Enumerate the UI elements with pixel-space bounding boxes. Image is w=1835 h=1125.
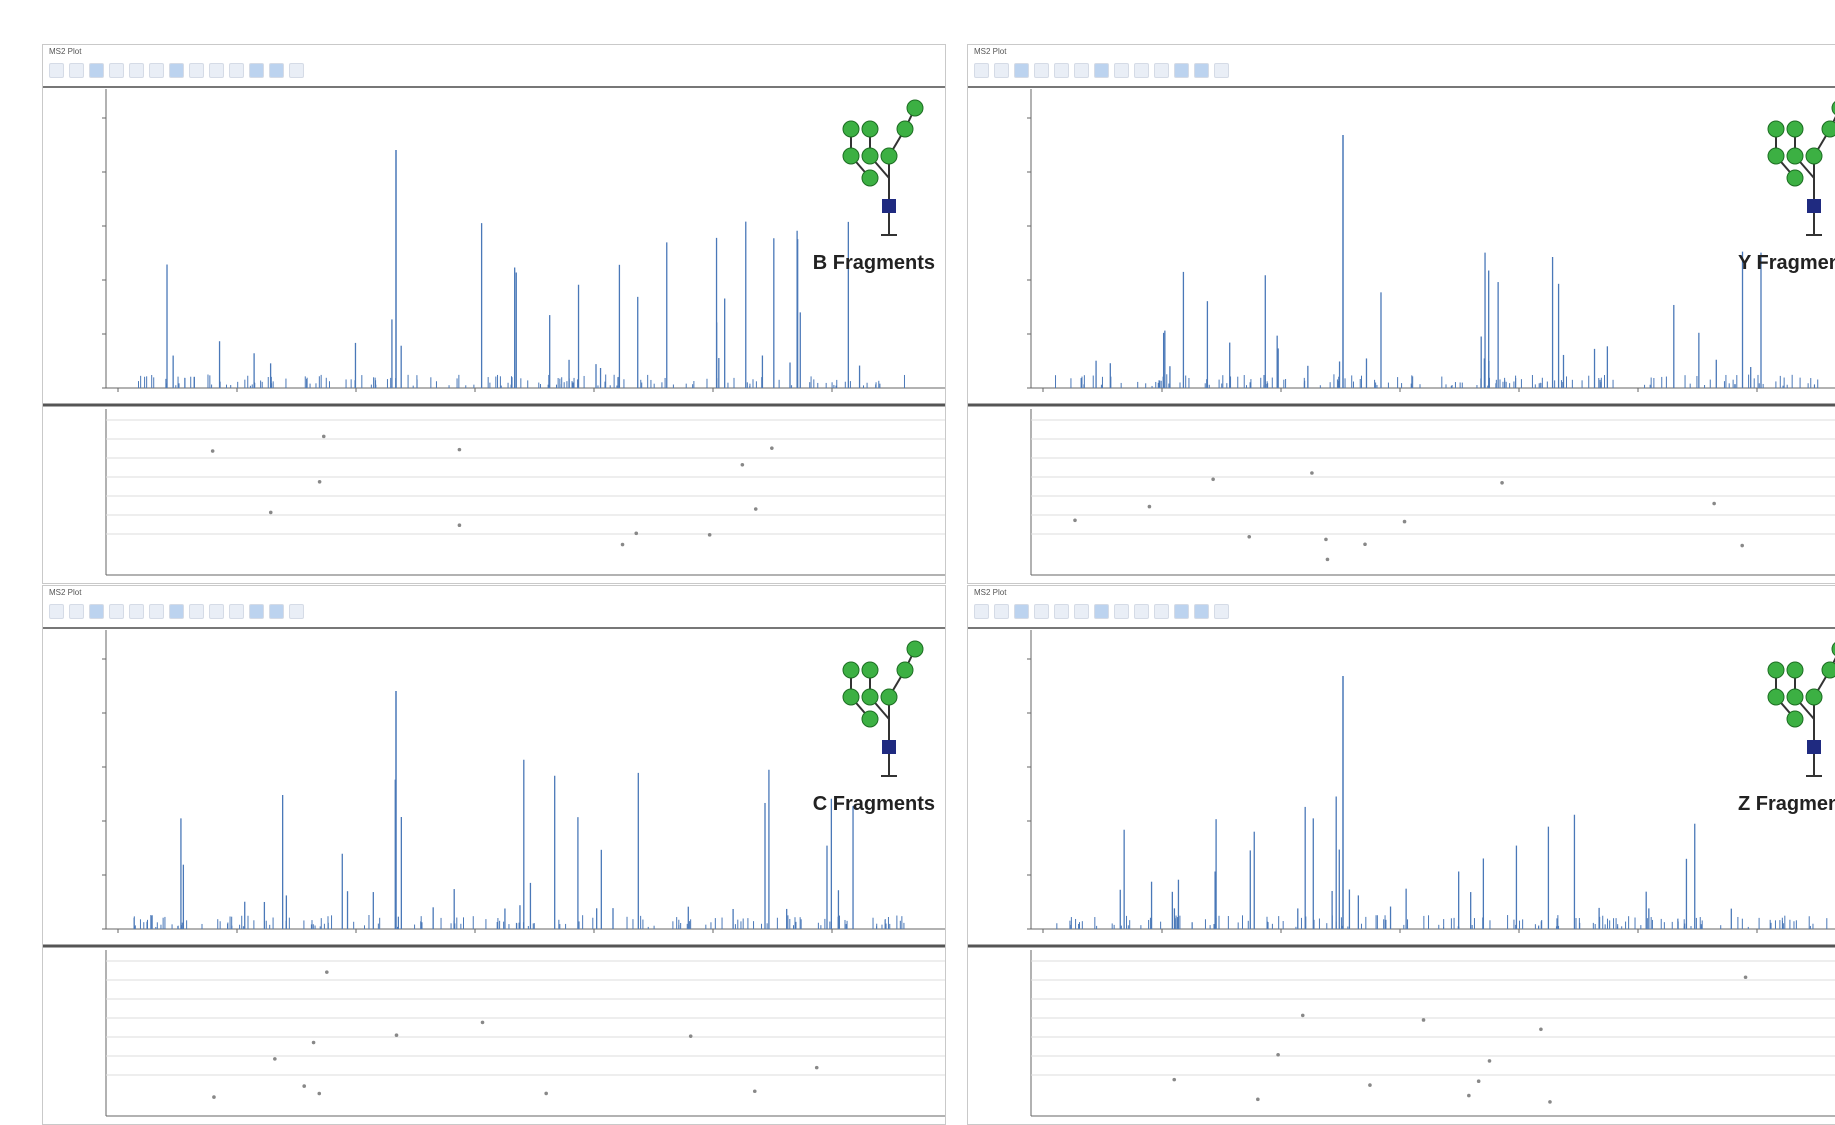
glycan-mannose [1787, 662, 1803, 678]
error-point [1539, 1028, 1543, 1032]
glycan-mannose [843, 148, 859, 164]
glycan-mannose [862, 170, 878, 186]
ms2-plot-panel: MS2 PlotC Fragments [42, 585, 946, 1125]
error-point [325, 970, 329, 974]
error-point [212, 1095, 216, 1099]
spectrum [43, 45, 946, 584]
glycan-mannose [907, 100, 923, 116]
glycan-mannose [862, 689, 878, 705]
error-point [1276, 1053, 1280, 1057]
error-point [1148, 505, 1152, 509]
glycan-glcnac [882, 740, 896, 754]
glycan-glcnac [1807, 740, 1821, 754]
error-point [634, 532, 638, 536]
error-point [1548, 1100, 1552, 1104]
glycan-mannose [881, 689, 897, 705]
error-point [753, 1089, 757, 1093]
error-point [269, 511, 273, 515]
ms2-plot-panel: MS2 PlotZ Fragments [967, 585, 1835, 1125]
error-point [708, 533, 712, 537]
error-point [1324, 538, 1328, 542]
spectrum [968, 45, 1835, 584]
error-point [754, 507, 758, 511]
error-point [689, 1034, 693, 1038]
error-point [1422, 1018, 1426, 1022]
glycan-mannose [862, 711, 878, 727]
error-point [1403, 520, 1407, 524]
error-point [481, 1021, 485, 1025]
error-point [815, 1066, 819, 1070]
glycan-mannose [862, 662, 878, 678]
glycan-mannose [1768, 121, 1784, 137]
glycan-mannose [843, 689, 859, 705]
glycan-mannose [1787, 148, 1803, 164]
glycan-mannose [862, 121, 878, 137]
glycan-glcnac [882, 199, 896, 213]
glycan-mannose [843, 662, 859, 678]
error-point [1500, 481, 1504, 485]
glycan-mannose [1787, 711, 1803, 727]
error-point [1256, 1098, 1260, 1102]
fragment-label: B Fragments [813, 252, 935, 275]
glycan-mannose [1768, 148, 1784, 164]
error-point [458, 448, 462, 452]
error-point [211, 449, 215, 453]
error-point [322, 435, 326, 439]
error-point [1368, 1083, 1372, 1087]
error-point [770, 446, 774, 450]
glycan-mannose [1768, 662, 1784, 678]
glycan-mannose [907, 641, 923, 657]
glycan-mannose [1822, 662, 1835, 678]
error-point [1247, 535, 1251, 539]
error-point [1467, 1094, 1471, 1098]
glycan-mannose [1787, 121, 1803, 137]
glycan-mannose [1787, 170, 1803, 186]
glycan-icon [1768, 100, 1835, 235]
error-point [1211, 477, 1215, 481]
glycan-mannose [1787, 689, 1803, 705]
error-point [1477, 1079, 1481, 1083]
fragment-label: Y Fragments [1738, 252, 1835, 275]
spectrum [968, 586, 1835, 1125]
glycan-icon [1768, 641, 1835, 776]
fragment-label: Z Fragments [1738, 793, 1835, 816]
error-point [302, 1084, 306, 1088]
error-point [1172, 1078, 1176, 1082]
error-point [312, 1041, 316, 1045]
error-point [1073, 518, 1077, 522]
glycan-mannose [881, 148, 897, 164]
ms2-plot-panel: MS2 PlotB Fragments [42, 44, 946, 584]
error-point [395, 1033, 399, 1037]
glycan-icon [843, 641, 923, 776]
error-point [1301, 1014, 1305, 1018]
error-point [1363, 542, 1367, 546]
error-point [318, 480, 322, 484]
glycan-mannose [897, 121, 913, 137]
spectrum [43, 586, 946, 1125]
glycan-mannose [1806, 689, 1822, 705]
error-point [1740, 544, 1744, 548]
glycan-icon [843, 100, 923, 235]
error-point [544, 1092, 548, 1096]
glycan-mannose [862, 148, 878, 164]
glycan-mannose [897, 662, 913, 678]
error-point [621, 543, 625, 547]
error-point [1326, 558, 1330, 562]
error-point [1488, 1059, 1492, 1063]
error-point [1712, 502, 1716, 506]
error-point [458, 523, 462, 527]
glycan-mannose [843, 121, 859, 137]
glycan-mannose [1806, 148, 1822, 164]
glycan-glcnac [1807, 199, 1821, 213]
error-point [273, 1057, 277, 1061]
glycan-mannose [1822, 121, 1835, 137]
fragment-label: C Fragments [813, 793, 935, 816]
error-point [1310, 471, 1314, 475]
ms2-plot-panel: MS2 PlotY Fragments [967, 44, 1835, 584]
error-point [1744, 975, 1748, 979]
error-point [741, 463, 745, 467]
glycan-mannose [1768, 689, 1784, 705]
error-point [317, 1092, 321, 1096]
